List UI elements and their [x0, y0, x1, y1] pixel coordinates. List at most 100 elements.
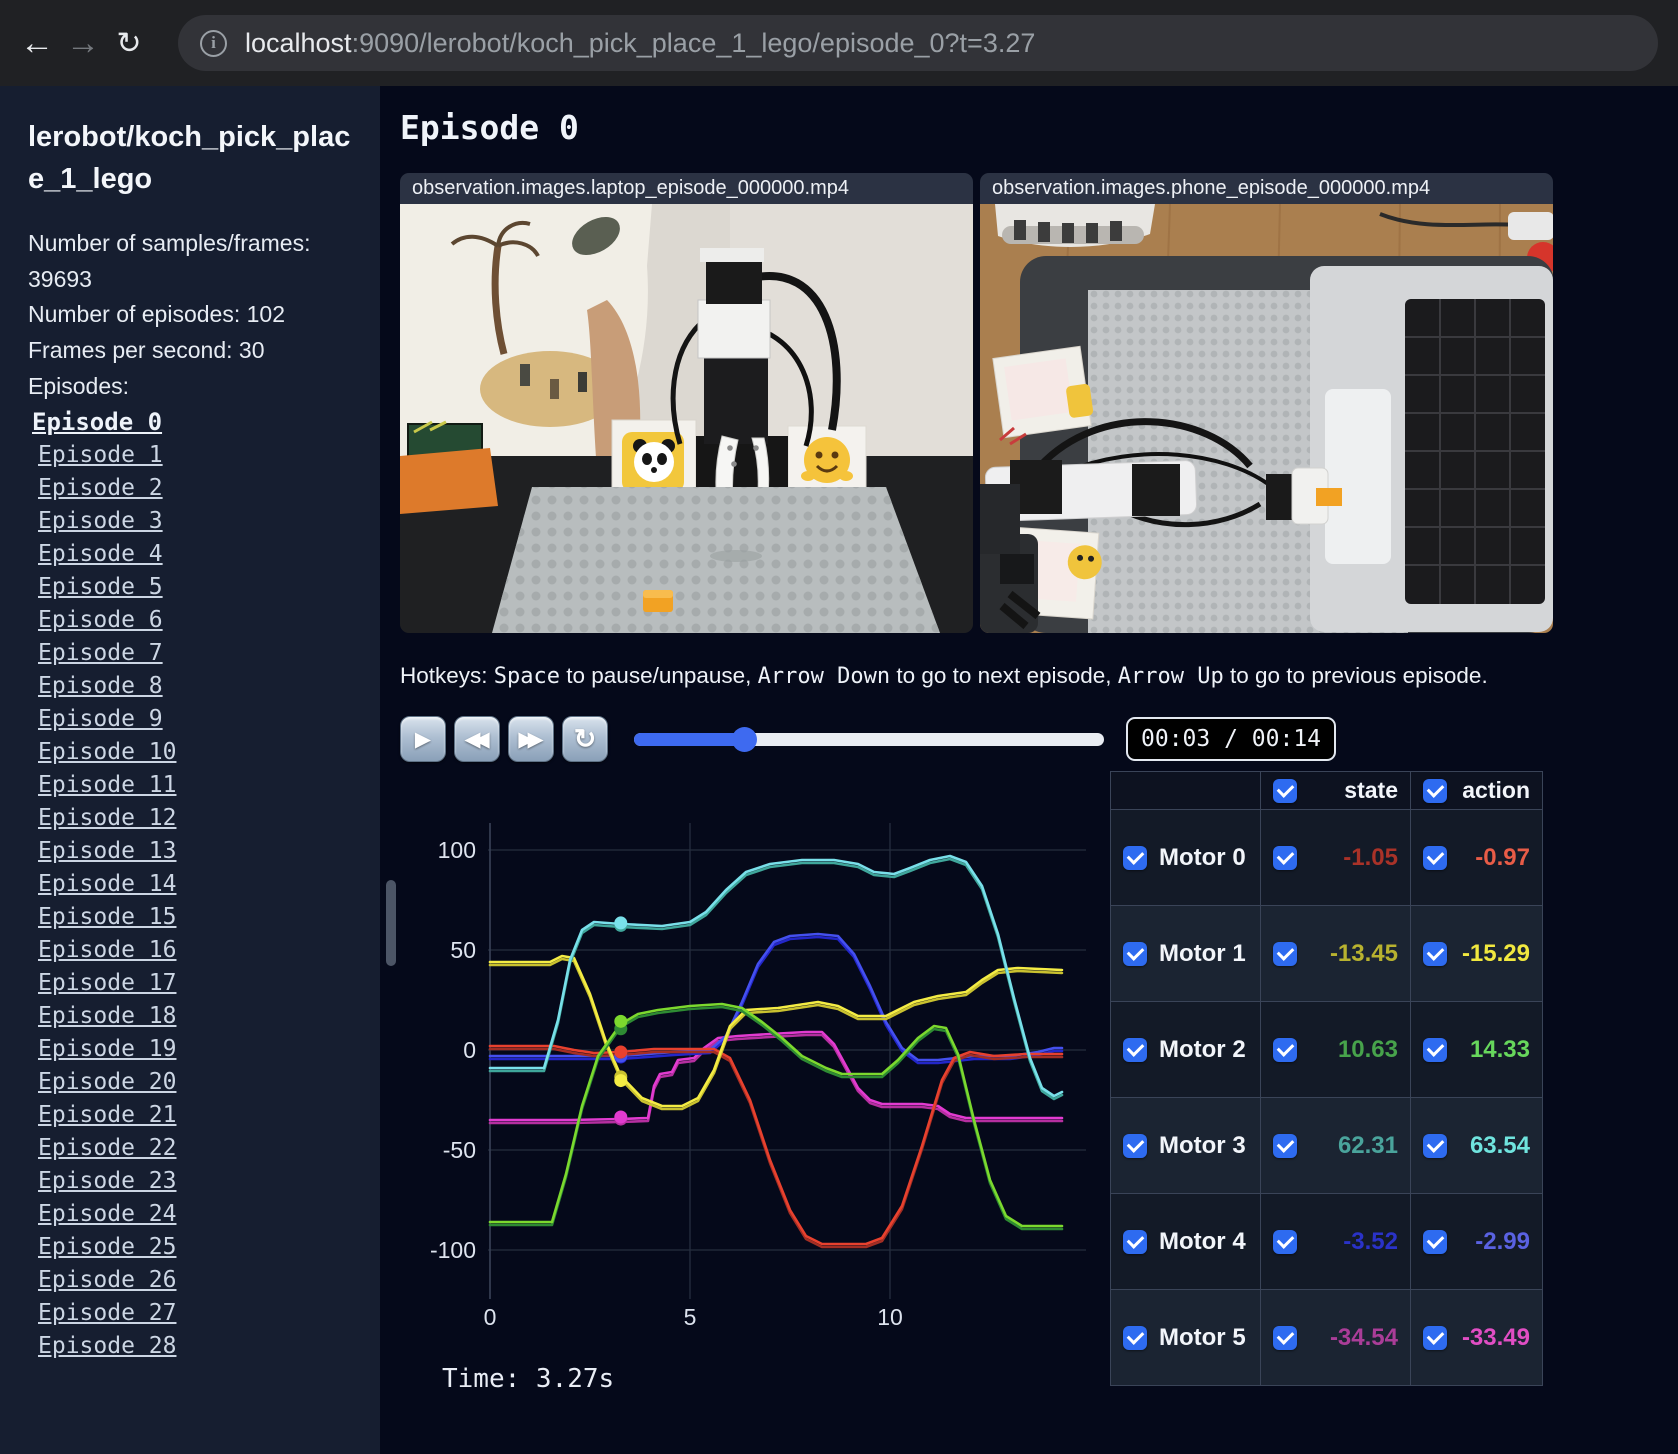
- video-laptop-camera: [400, 204, 973, 633]
- back-icon[interactable]: ←: [20, 23, 54, 62]
- hotkey-space: Space: [493, 664, 561, 689]
- episode-list: Episode 0 Episode 1 Episode 2 Episode 3 Epis…: [28, 406, 352, 1363]
- series-line-motor-3: [488, 857, 1064, 1101]
- browser-toolbar: ← → ↻ i localhost:9090/lerobot/koch_pick…: [0, 0, 1678, 86]
- robot-arm-top: [980, 418, 1342, 554]
- sidebar-episode-link[interactable]: Episode 15: [38, 904, 177, 931]
- sidebar-episode-link[interactable]: Episode 12: [38, 805, 177, 832]
- url-host: localhost: [245, 27, 352, 58]
- x-tick-label: 5: [684, 1304, 697, 1330]
- white-box-top: [992, 345, 1094, 439]
- action-value: -0.97: [1475, 843, 1530, 871]
- current-time-dot: [614, 1110, 628, 1124]
- action-checkbox[interactable]: [1423, 1133, 1447, 1158]
- sidebar-episode-link[interactable]: Episode 22: [38, 1135, 177, 1162]
- state-value: -1.05: [1343, 843, 1398, 871]
- sidebar-episode-link[interactable]: Episode 13: [38, 838, 177, 865]
- chart-grid: [488, 823, 1086, 1299]
- action-value: -15.29: [1461, 939, 1530, 967]
- x-tick-label: 0: [484, 1304, 497, 1330]
- video-title-laptop: observation.images.laptop_episode_000000…: [400, 173, 973, 204]
- forward-icon[interactable]: →: [66, 23, 100, 62]
- sidebar-episode-link[interactable]: Episode 10: [38, 739, 177, 766]
- sidebar-episode-link[interactable]: Episode 19: [38, 1036, 177, 1063]
- motor-chart[interactable]: 100 50 0 -50 -100 0 5 10 Time: 3.27s: [380, 765, 1104, 1405]
- vertical-scrollbar[interactable]: [386, 880, 396, 966]
- sidebar-episode-link[interactable]: Episode 27: [38, 1300, 177, 1327]
- motor-label: Motor 0: [1159, 843, 1246, 871]
- hotkey-arrow-up: Arrow Up: [1117, 664, 1224, 689]
- video-title-phone: observation.images.phone_episode_000000.…: [980, 173, 1553, 204]
- sidebar-episode-link[interactable]: Episode 8: [38, 673, 163, 700]
- motor-row-checkbox[interactable]: [1123, 941, 1147, 966]
- loop-button[interactable]: ↻: [562, 716, 608, 762]
- action-checkbox[interactable]: [1423, 1325, 1447, 1350]
- hotkeys-prefix: Hotkeys:: [400, 663, 494, 688]
- motor-row-checkbox[interactable]: [1123, 1133, 1147, 1158]
- rewind-button[interactable]: ◀◀: [454, 716, 500, 762]
- motor-table-body: Motor 0 -1.05 -0.97 Motor 1 -13.45 -15.29 Moto…: [1110, 809, 1543, 1386]
- series-line-motor-4: [488, 932, 1064, 1062]
- action-checkbox[interactable]: [1423, 845, 1447, 870]
- sidebar-episode-link[interactable]: Episode 28: [38, 1333, 177, 1360]
- action-value: 63.54: [1469, 1131, 1530, 1159]
- site-info-icon[interactable]: i: [200, 29, 227, 57]
- sidebar-episode-link[interactable]: Episode 1: [38, 442, 163, 469]
- state-checkbox[interactable]: [1273, 1037, 1297, 1062]
- motor-row-checkbox[interactable]: [1123, 1037, 1147, 1062]
- sidebar-episode-link[interactable]: Episode 24: [38, 1201, 177, 1228]
- seek-slider[interactable]: [634, 726, 1104, 752]
- state-value: -34.54: [1329, 1323, 1398, 1351]
- slider-thumb[interactable]: [731, 726, 757, 752]
- series-line-motor-0: [488, 1047, 1064, 1249]
- sidebar-episode-link[interactable]: Episode 23: [38, 1168, 177, 1195]
- state-value: 10.63: [1337, 1035, 1398, 1063]
- slider-fill: [634, 732, 744, 746]
- control-box: [400, 420, 498, 514]
- motor-row-checkbox[interactable]: [1123, 845, 1147, 870]
- action-checkbox[interactable]: [1423, 1229, 1447, 1254]
- sidebar-episode-link[interactable]: Episode 5: [38, 574, 163, 601]
- state-checkbox[interactable]: [1273, 845, 1297, 870]
- play-button[interactable]: ▶: [400, 716, 446, 762]
- y-tick-label: -100: [430, 1237, 476, 1263]
- sidebar-episode-link[interactable]: Episode 26: [38, 1267, 177, 1294]
- sidebar-episode-link[interactable]: Episode 3: [38, 508, 163, 535]
- action-checkbox[interactable]: [1423, 1037, 1447, 1062]
- state-checkbox[interactable]: [1273, 1133, 1297, 1158]
- sidebar-episode-link[interactable]: Episode 7: [38, 640, 163, 667]
- motor-row-checkbox[interactable]: [1123, 1325, 1147, 1350]
- state-all-checkbox[interactable]: [1273, 778, 1297, 803]
- sidebar-episode-link[interactable]: Episode 18: [38, 1003, 177, 1030]
- state-checkbox[interactable]: [1273, 1229, 1297, 1254]
- sidebar-episode-link[interactable]: Episode 6: [38, 607, 163, 634]
- sidebar-episode-link[interactable]: Episode 25: [38, 1234, 177, 1261]
- time-display: 00:03 / 00:14: [1126, 717, 1337, 761]
- sidebar-episode-link[interactable]: Episode 2: [38, 475, 163, 502]
- sidebar-episode-link[interactable]: Episode 20: [38, 1069, 177, 1096]
- sidebar-episode-link[interactable]: Episode 0: [32, 408, 163, 437]
- chart-series: [488, 854, 1064, 1249]
- state-checkbox[interactable]: [1273, 941, 1297, 966]
- sidebar-episode-link[interactable]: Episode 16: [38, 937, 177, 964]
- sidebar-episode-link[interactable]: Episode 4: [38, 541, 163, 568]
- sidebar: lerobot/koch_pick_place_1_lego Number of…: [0, 86, 380, 1454]
- chart-time-label: Time: 3.27s: [442, 1364, 614, 1394]
- sidebar-episode-link[interactable]: Episode 9: [38, 706, 163, 733]
- sidebar-episode-link[interactable]: Episode 11: [38, 772, 177, 799]
- motor-row: Motor 3 62.31 63.54: [1110, 1097, 1543, 1194]
- sidebar-episode-link[interactable]: Episode 21: [38, 1102, 177, 1129]
- state-checkbox[interactable]: [1273, 1325, 1297, 1350]
- series-line-motor-0: [488, 1044, 1064, 1246]
- action-checkbox[interactable]: [1423, 941, 1447, 966]
- sidebar-episode-link[interactable]: Episode 17: [38, 970, 177, 997]
- address-bar[interactable]: i localhost:9090/lerobot/koch_pick_place…: [178, 15, 1658, 71]
- state-value: 62.31: [1337, 1131, 1398, 1159]
- y-tick-label: 50: [450, 937, 476, 963]
- fast-forward-button[interactable]: ▶▶: [508, 716, 554, 762]
- reload-icon[interactable]: ↻: [116, 26, 142, 60]
- episodes-count: Number of episodes: 102: [28, 301, 285, 328]
- action-all-checkbox[interactable]: [1423, 778, 1447, 803]
- sidebar-episode-link[interactable]: Episode 14: [38, 871, 177, 898]
- motor-row-checkbox[interactable]: [1123, 1229, 1147, 1254]
